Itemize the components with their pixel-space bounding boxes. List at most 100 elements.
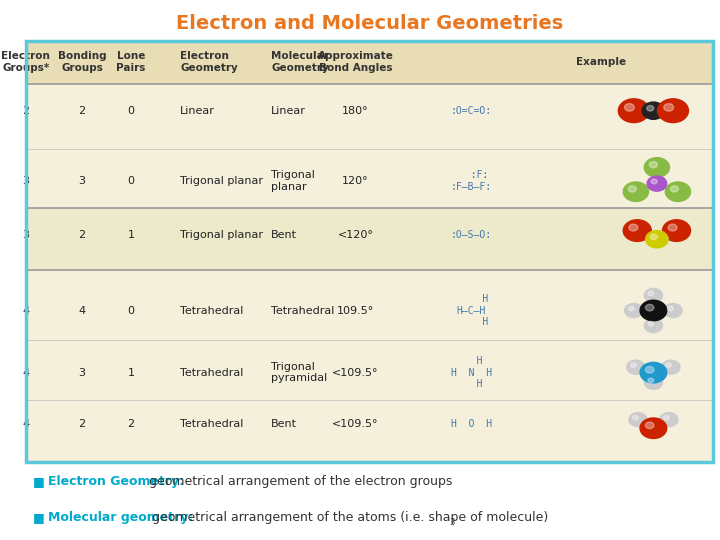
Circle shape [670,186,678,192]
Text: Electron Geometry:: Electron Geometry: [48,475,184,488]
Bar [26,208,713,270]
Text: Approximate
Bond Angles: Approximate Bond Angles [318,51,393,73]
Text: Bent: Bent [271,230,297,240]
Text: 3: 3 [449,518,455,527]
Text: 2: 2 [78,106,86,116]
Text: Lone
Pairs: Lone Pairs [117,51,145,73]
Circle shape [650,234,657,240]
Bar [26,84,713,208]
Circle shape [626,360,645,374]
Text: Bonding
Groups: Bonding Groups [58,51,107,73]
Text: 120°: 120° [342,176,369,186]
Circle shape [662,360,680,374]
Text: Electron and Molecular Geometries: Electron and Molecular Geometries [176,14,563,33]
Text: ■: ■ [33,511,45,524]
Circle shape [629,413,647,427]
Text: 2: 2 [127,419,135,429]
Text: Bent: Bent [271,419,297,429]
Text: 180°: 180° [342,106,369,116]
Text: 2: 2 [22,106,30,116]
Text: <120°: <120° [338,230,374,240]
Text: Linear: Linear [271,106,306,116]
Text: 0: 0 [127,306,135,315]
Circle shape [663,415,669,420]
Circle shape [647,105,654,111]
Circle shape [629,224,638,231]
Text: 3: 3 [22,230,30,240]
Circle shape [640,362,667,383]
Text: 4: 4 [22,368,30,377]
Text: Trigonal
planar: Trigonal planar [271,170,315,192]
Text: 3: 3 [22,176,30,186]
Text: 109.5°: 109.5° [337,306,374,315]
Text: Tetrahedral: Tetrahedral [180,306,243,315]
Circle shape [631,363,636,368]
Circle shape [651,179,657,184]
Circle shape [644,288,662,302]
Text: <109.5°: <109.5° [332,368,379,377]
Text: geometrical arrangement of the atoms (i.e. shape of molecule): geometrical arrangement of the atoms (i.… [148,511,548,524]
Circle shape [645,305,654,311]
Circle shape [624,182,649,201]
Circle shape [632,415,639,420]
Circle shape [665,363,671,368]
Text: 0: 0 [127,106,135,116]
Circle shape [644,375,662,389]
Text: Example: Example [576,57,626,67]
Bar [26,40,713,462]
Text: 2: 2 [78,419,86,429]
Circle shape [642,102,665,119]
Text: 4: 4 [22,306,30,315]
Text: :F:
:F—B—F:: :F: :F—B—F: [451,170,492,192]
Text: Electron
Groups*: Electron Groups* [1,51,50,73]
Text: 0: 0 [127,176,135,186]
Text: 3: 3 [78,176,86,186]
Circle shape [660,413,678,427]
Text: Molecular geometry:: Molecular geometry: [48,511,194,524]
Text: :O=C=O:: :O=C=O: [451,106,492,116]
Circle shape [618,99,649,123]
Circle shape [645,422,654,429]
Circle shape [647,176,667,191]
Text: ■: ■ [33,475,45,488]
Circle shape [644,319,662,333]
Circle shape [665,182,690,201]
Circle shape [657,99,688,123]
Text: 2: 2 [78,230,86,240]
Circle shape [640,418,667,438]
Text: 4: 4 [22,419,30,429]
Circle shape [648,378,654,383]
Text: Tetrahedral: Tetrahedral [271,306,335,315]
Bar [26,40,713,84]
Text: Trigonal
pyramidal: Trigonal pyramidal [271,362,328,383]
Circle shape [624,220,652,241]
Text: Trigonal planar: Trigonal planar [180,176,263,186]
Text: H
H—C—H
     H: H H—C—H H [454,294,489,327]
Circle shape [664,303,682,318]
Text: 1: 1 [127,230,135,240]
Circle shape [629,186,636,192]
Text: Trigonal planar: Trigonal planar [180,230,263,240]
Text: Electron
Geometry: Electron Geometry [180,51,238,73]
Text: Linear: Linear [180,106,215,116]
Text: :O—S—O:: :O—S—O: [451,230,492,240]
Text: Tetrahedral: Tetrahedral [180,419,243,429]
Text: 4: 4 [78,306,86,315]
Bar [26,270,713,462]
Circle shape [640,300,667,321]
Circle shape [667,306,673,311]
Text: Tetrahedral: Tetrahedral [180,368,243,377]
Circle shape [624,104,634,111]
Circle shape [645,367,654,373]
Text: geometrical arrangement of the electron groups: geometrical arrangement of the electron … [145,475,452,488]
Circle shape [662,220,690,241]
Circle shape [668,224,677,231]
Circle shape [629,306,634,311]
Circle shape [664,104,674,111]
Circle shape [648,291,654,296]
Text: 1: 1 [127,368,135,377]
Circle shape [646,231,668,248]
Text: 3: 3 [78,368,86,377]
Text: H
H  N  H
   H: H H N H H [451,356,492,389]
Text: <109.5°: <109.5° [332,419,379,429]
